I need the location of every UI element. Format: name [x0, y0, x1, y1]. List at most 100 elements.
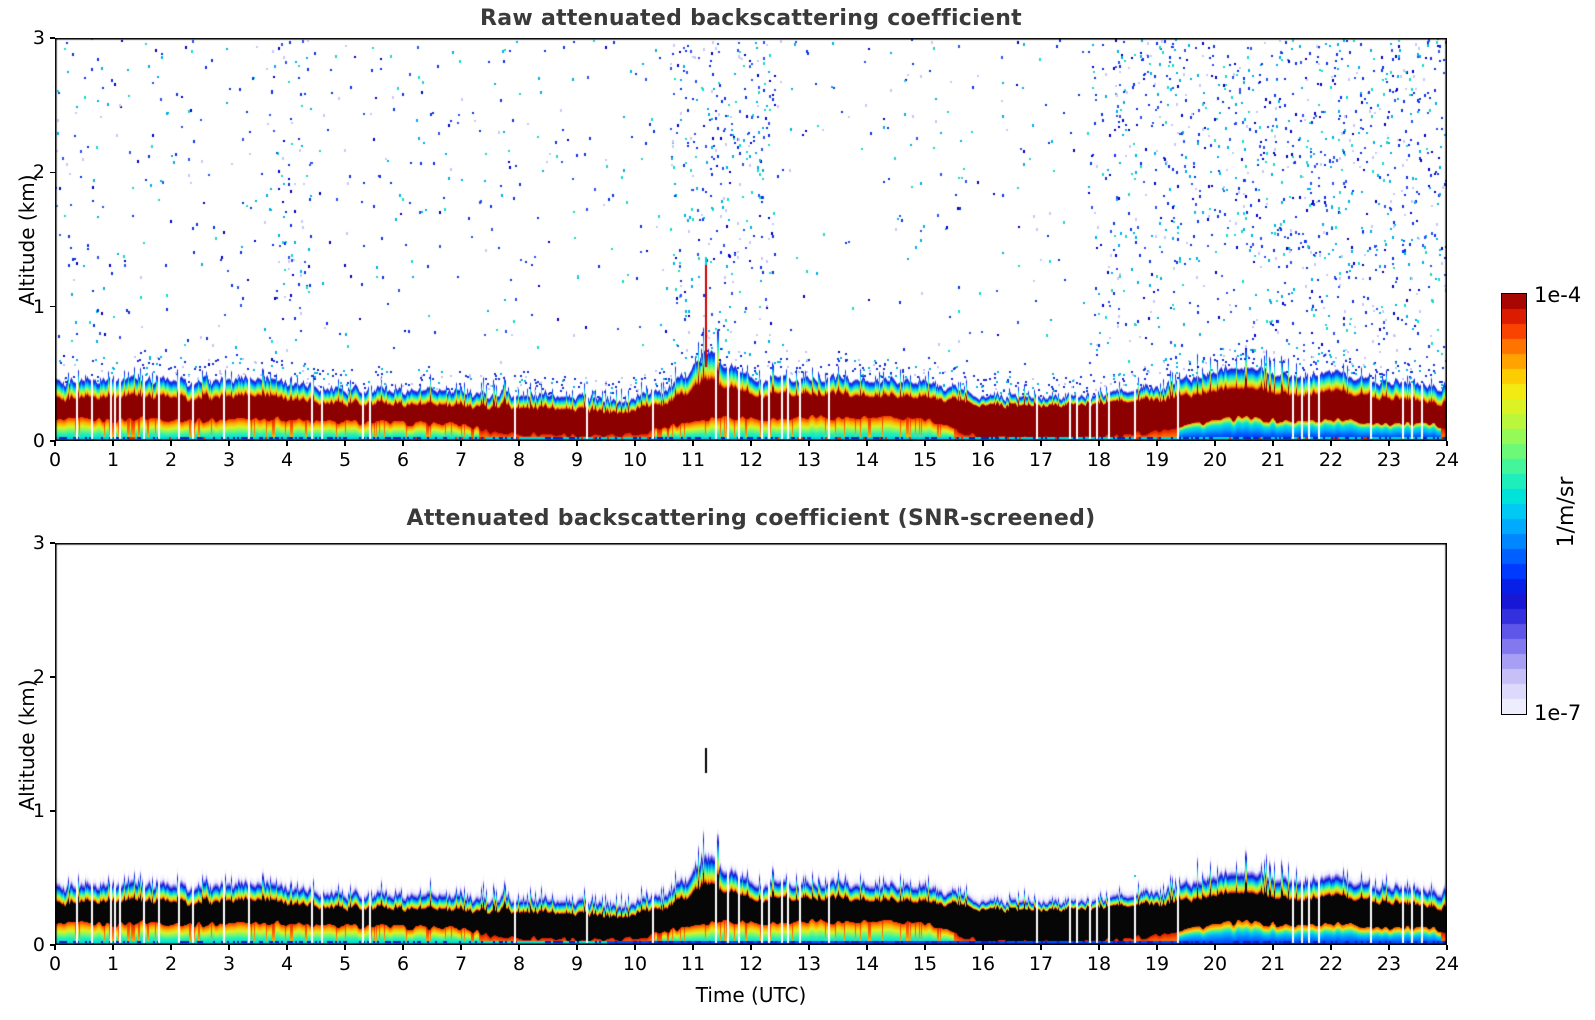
x-tick: [170, 441, 172, 446]
colorbar: [1501, 293, 1527, 715]
x-tick-label: 12: [738, 953, 764, 975]
x-tick-label: 13: [796, 953, 822, 975]
y-tick-label: 0: [32, 430, 45, 452]
x-tick: [1388, 945, 1390, 950]
x-tick: [576, 945, 578, 950]
x-tick-label: 9: [570, 449, 584, 471]
y-tick: [49, 305, 55, 308]
x-tick-label: 20: [1202, 449, 1228, 471]
x-tick-label: 16: [970, 953, 996, 975]
x-tick-label: 4: [280, 449, 294, 471]
x-tick: [750, 945, 752, 950]
x-tick: [344, 945, 346, 950]
x-tick: [692, 945, 694, 950]
x-tick: [54, 945, 56, 950]
x-tick: [1098, 945, 1100, 950]
x-tick: [634, 945, 636, 950]
x-tick-label: 24: [1434, 449, 1460, 471]
colorbar-unit-label: 1/m/sr: [1554, 476, 1579, 548]
x-tick-label: 0: [48, 953, 62, 975]
y-tick: [49, 810, 55, 812]
x-tick: [228, 945, 230, 950]
x-tick-label: 5: [338, 449, 352, 471]
x-tick-label: 3: [222, 953, 236, 975]
x-tick: [402, 945, 404, 950]
x-tick-label: 5: [338, 953, 352, 975]
raw-panel-title: Raw attenuated backscattering coefficien…: [480, 6, 1022, 31]
x-tick-label: 0: [48, 449, 62, 471]
x-tick-label: 24: [1434, 953, 1460, 975]
x-tick-label: 13: [796, 449, 822, 471]
x-tick: [866, 945, 868, 950]
x-tick-label: 12: [738, 449, 764, 471]
y-tick: [49, 37, 55, 39]
x-tick-label: 10: [622, 449, 648, 471]
x-tick-label: 19: [1144, 953, 1170, 975]
x-tick-label: 3: [222, 449, 236, 471]
x-tick-label: 15: [912, 449, 938, 471]
colorbar-gradient: [1502, 294, 1526, 714]
x-tick: [1156, 441, 1158, 446]
x-tick: [460, 945, 462, 950]
x-axis-label: Time (UTC): [695, 983, 807, 1007]
x-tick-label: 7: [454, 953, 468, 975]
y-tick-label: 1: [32, 800, 45, 822]
colorbar-max-label: 1e-4: [1534, 283, 1582, 307]
x-tick: [924, 945, 926, 950]
x-tick: [1330, 441, 1332, 446]
x-tick: [692, 441, 694, 446]
x-tick-label: 1: [106, 953, 120, 975]
x-tick-label: 6: [396, 953, 410, 975]
x-tick: [228, 441, 230, 446]
x-tick-label: 22: [1318, 449, 1344, 471]
x-tick: [576, 441, 578, 446]
x-tick-label: 18: [1086, 953, 1112, 975]
x-tick: [1214, 945, 1216, 950]
x-tick-label: 17: [1028, 449, 1054, 471]
x-tick: [1214, 441, 1216, 446]
x-tick: [1040, 945, 1042, 950]
x-tick-label: 19: [1144, 449, 1170, 471]
screened-panel-title: Attenuated backscattering coefficient (S…: [406, 506, 1096, 531]
x-tick: [112, 945, 114, 950]
x-tick-label: 23: [1376, 449, 1402, 471]
y-tick-label: 1: [32, 295, 45, 318]
x-tick-label: 14: [854, 449, 880, 471]
x-tick: [982, 441, 984, 446]
y-tick-label: 2: [32, 161, 45, 184]
x-tick: [170, 945, 172, 950]
x-tick: [1156, 945, 1158, 950]
screened-backscatter-heatmap: [55, 543, 1447, 945]
x-tick: [1040, 441, 1042, 446]
x-tick: [1272, 945, 1274, 950]
x-tick-label: 20: [1202, 953, 1228, 975]
x-tick-label: 4: [280, 953, 294, 975]
x-tick: [402, 441, 404, 446]
y-tick-label: 3: [32, 532, 45, 554]
y-tick: [49, 171, 55, 174]
y-tick-label: 2: [32, 666, 45, 688]
x-tick-label: 11: [680, 953, 706, 975]
x-tick-label: 21: [1260, 953, 1286, 975]
x-tick-label: 6: [396, 449, 410, 471]
x-tick-label: 8: [512, 449, 526, 471]
x-tick: [518, 945, 520, 950]
x-tick-label: 10: [622, 953, 648, 975]
x-tick-label: 23: [1376, 953, 1402, 975]
x-tick-label: 2: [164, 953, 178, 975]
x-tick-label: 15: [912, 953, 938, 975]
x-tick-label: 8: [512, 953, 526, 975]
y-tick: [49, 440, 55, 442]
x-tick-label: 16: [970, 449, 996, 471]
x-tick-label: 11: [680, 449, 706, 471]
x-tick: [344, 441, 346, 446]
x-tick-label: 21: [1260, 449, 1286, 471]
x-tick-label: 1: [106, 449, 120, 471]
x-tick-label: 7: [454, 449, 468, 471]
x-tick: [460, 441, 462, 446]
x-tick: [1098, 441, 1100, 446]
y-tick: [49, 542, 55, 544]
x-tick: [1388, 441, 1390, 446]
x-tick: [1330, 945, 1332, 950]
